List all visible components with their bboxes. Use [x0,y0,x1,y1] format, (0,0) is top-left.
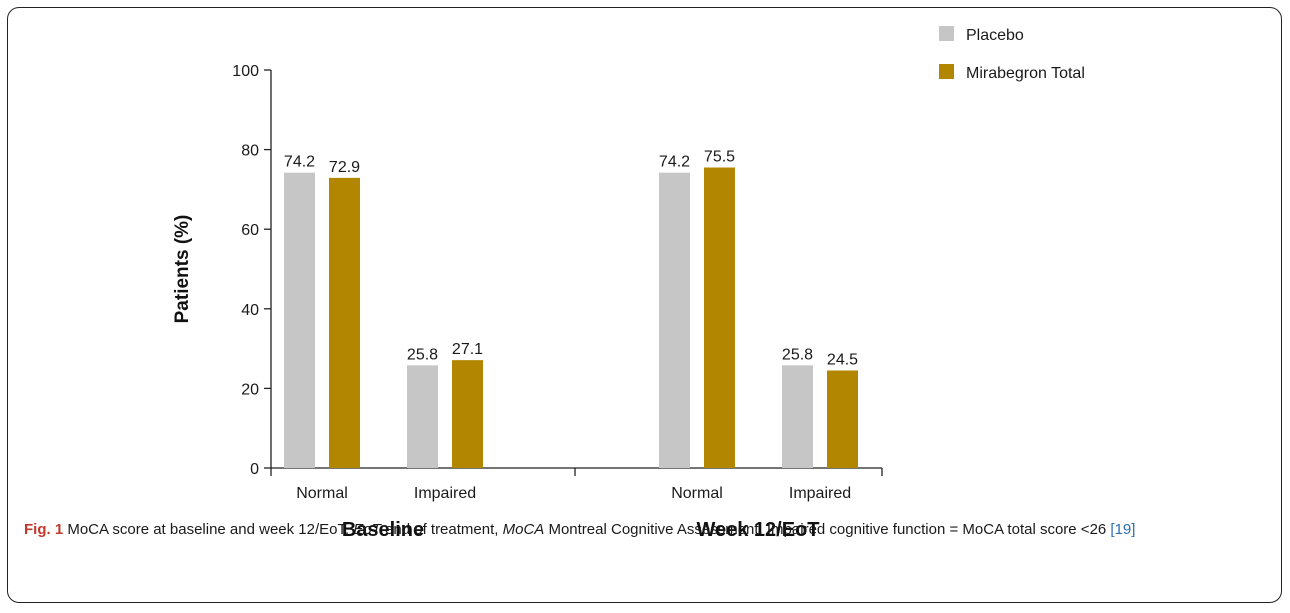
figure-caption: Fig. 1 MoCA score at baseline and week 1… [24,519,1269,541]
caption-text-2: end of treatment, [381,521,503,538]
bar-mirabegron-total [704,168,735,468]
x-category-label: Impaired [789,485,851,502]
y-tick-label: 20 [241,381,259,398]
bar-placebo [782,365,813,468]
caption-reference-link[interactable]: [19] [1110,521,1135,538]
figure-number: Fig. 1 [24,521,63,538]
caption-text-1: MoCA score at baseline and week 12/EoT. [63,521,353,538]
y-tick-label: 40 [241,302,259,319]
y-tick-label: 0 [250,461,259,478]
chart-legend: Placebo Mirabegron Total [939,26,1085,82]
y-tick-label: 60 [241,222,259,239]
data-label: 25.8 [782,346,813,363]
x-category-label: Normal [671,485,723,502]
data-label: 74.2 [284,154,315,171]
caption-abbr-moca: MoCA [503,521,545,538]
y-tick-label: 100 [232,63,259,80]
bar-placebo [284,173,315,468]
x-category-label: Impaired [414,485,476,502]
bar-mirabegron-total [329,178,360,468]
data-label: 74.2 [659,154,690,171]
chart-bars [284,168,858,468]
caption-text-3: Montreal Cognitive Assessment. Impaired … [544,521,1110,538]
legend-swatch [939,26,954,41]
legend-label: Placebo [966,27,1024,44]
y-tick-label: 80 [241,143,259,160]
caption-abbr-eot: EoT [353,521,381,538]
bar-mirabegron-total [827,370,858,468]
chart-axes: 0 20 40 60 80 100 Patients (%) [172,63,882,478]
data-label: 75.5 [704,149,735,166]
bar-placebo [659,173,690,468]
data-label: 25.8 [407,346,438,363]
data-label: 72.9 [329,159,360,176]
bar-placebo [407,365,438,468]
legend-label: Mirabegron Total [966,65,1085,82]
legend-swatch [939,64,954,79]
data-label: 27.1 [452,341,483,358]
bar-mirabegron-total [452,360,483,468]
data-label: 24.5 [827,351,858,368]
y-axis-title: Patients (%) [172,215,193,324]
x-category-label: Normal [296,485,348,502]
